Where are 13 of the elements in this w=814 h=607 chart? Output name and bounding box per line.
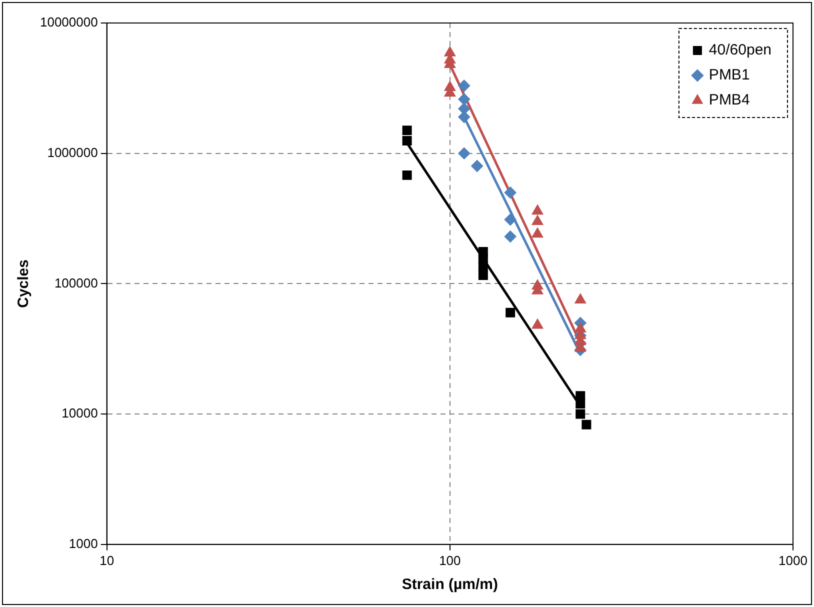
legend-label: 40/60pen [708, 42, 772, 59]
legend-label: PMB1 [708, 66, 750, 84]
x-tick-label: 100 [439, 552, 461, 568]
y-tick-label: 10000000 [40, 14, 98, 30]
y-tick-label: 1000000 [47, 144, 98, 160]
x-tick-label: 1000 [778, 552, 808, 568]
x-axis-title: Strain (µm/m) [402, 576, 498, 594]
y-tick-label: 10000 [62, 406, 98, 421]
y-tick-label: 100000 [54, 275, 98, 290]
y-axis-title: Cycles [15, 260, 32, 308]
x-tick-label: 10 [100, 552, 114, 568]
y-tick-label: 1000 [68, 536, 98, 551]
legend-label: PMB4 [708, 92, 750, 109]
